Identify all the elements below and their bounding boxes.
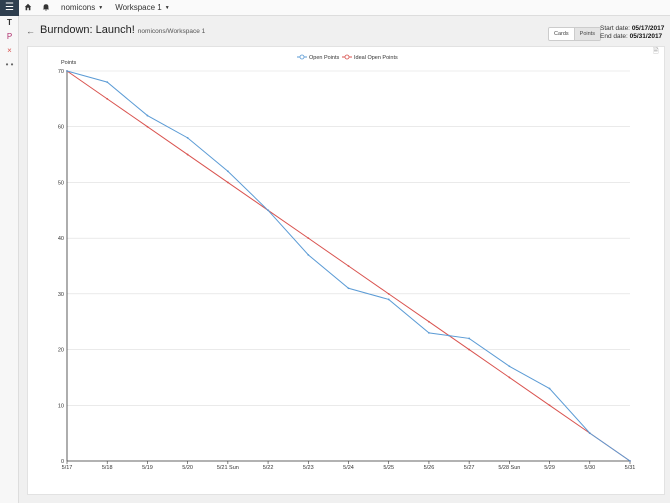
top-bar: nomicons ▼ Workspace 1 ▼: [19, 0, 670, 16]
page-title-text: Burndown: Launch!: [40, 24, 135, 36]
data-point: [629, 460, 631, 462]
y-tick-label: 30: [58, 292, 64, 298]
data-point: [448, 334, 450, 337]
x-tick-label: 5/21 Sun: [217, 465, 239, 471]
x-tick-label: 5/29: [544, 465, 555, 471]
y-axis-label: Points: [61, 60, 77, 66]
chart-grid: [67, 70, 630, 462]
data-point: [106, 97, 109, 100]
data-point: [186, 153, 189, 156]
legend-label-open-points: Open Points: [309, 55, 340, 61]
workspace-dropdown[interactable]: Workspace 1 ▼: [109, 3, 176, 12]
data-point: [186, 136, 189, 139]
data-point: [387, 292, 390, 295]
data-point: [508, 365, 511, 368]
x-tick-label: 5/24: [343, 465, 354, 471]
legend-label-ideal-open-points: Ideal Open Points: [354, 55, 398, 61]
data-point: [548, 404, 551, 407]
x-tick-label: 5/30: [584, 465, 595, 471]
start-date-label: Start date:: [600, 25, 630, 32]
data-point: [347, 287, 350, 290]
y-tick-label: 50: [58, 180, 64, 186]
chevron-down-icon: ▼: [164, 4, 170, 11]
data-point: [226, 170, 229, 173]
y-tick-label: 40: [58, 236, 64, 242]
legend-marker-open-points: [299, 54, 305, 60]
y-tick-label: 70: [58, 69, 64, 75]
data-point: [347, 265, 350, 267]
workspace-label: Workspace 1: [115, 3, 162, 12]
start-date-value: 05/17/2017: [631, 25, 665, 32]
left-rail: ☰ T P × • •: [0, 0, 19, 503]
org-dropdown[interactable]: nomicons ▼: [55, 3, 109, 12]
data-point: [428, 320, 430, 323]
data-point: [548, 387, 551, 390]
data-point: [106, 81, 109, 84]
y-tick-label: 10: [58, 403, 64, 409]
x-tick-label: 5/22: [263, 465, 274, 471]
data-point: [468, 337, 471, 340]
data-point: [226, 181, 229, 184]
units-toggle: Cards Points: [548, 27, 601, 41]
rail-item-more[interactable]: • •: [5, 60, 14, 69]
data-point: [387, 298, 390, 301]
x-tick-label: 5/27: [464, 465, 475, 471]
rail-item-close[interactable]: ×: [7, 46, 12, 55]
chart-panel: [27, 46, 665, 495]
data-point: [66, 70, 68, 72]
bell-icon[interactable]: [37, 3, 55, 13]
chart-axes: 0 10 20 30 40 50 60 70 5/17 5/18 5/19 5/20 5/21 Sun 5…: [58, 69, 635, 471]
y-tick-label: 60: [58, 125, 64, 131]
page-header: ← Burndown: Launch! nomicons/Workspace 1 …: [19, 16, 670, 46]
series-line-open-points: [66, 70, 631, 462]
chevron-down-icon: ▼: [98, 4, 104, 11]
y-tick-label: 20: [58, 348, 64, 354]
org-label: nomicons: [61, 3, 96, 12]
data-point: [508, 376, 511, 379]
home-icon[interactable]: [19, 3, 37, 13]
end-date-label: End date:: [600, 33, 628, 40]
data-point: [588, 432, 591, 435]
data-point: [307, 253, 310, 256]
x-tick-label: 5/23: [303, 465, 314, 471]
end-date-value: 05/31/2017: [629, 33, 663, 40]
x-tick-label: 5/19: [142, 465, 153, 471]
data-point: [468, 348, 471, 351]
points-toggle-button[interactable]: Points: [573, 28, 600, 40]
x-tick-label: 5/25: [383, 465, 394, 471]
document-icon[interactable]: 🗎: [653, 48, 659, 55]
x-tick-label: 5/26: [424, 465, 435, 471]
data-point: [267, 209, 269, 212]
back-arrow-icon[interactable]: ←: [26, 26, 35, 36]
rail-item-p[interactable]: P: [6, 32, 13, 41]
data-point: [307, 237, 310, 240]
legend-marker-ideal-open-points: [344, 54, 350, 60]
rail-item-t[interactable]: T: [7, 18, 12, 27]
data-point: [146, 114, 149, 117]
date-range: Start date: 05/17/2017 End date: 05/31/2…: [600, 25, 664, 41]
chart-legend: Open Points Ideal Open Points: [297, 54, 398, 61]
x-tick-label: 5/28 Sun: [498, 465, 520, 471]
page-title: Burndown: Launch! nomicons/Workspace 1: [40, 24, 205, 36]
data-point: [428, 331, 430, 334]
x-tick-label: 5/31: [625, 465, 636, 471]
data-point: [146, 125, 149, 128]
chart-series: [66, 70, 631, 462]
page-subtitle: nomicons/Workspace 1: [137, 28, 206, 35]
cards-toggle-button[interactable]: Cards: [549, 28, 574, 40]
x-tick-label: 5/17: [62, 465, 73, 471]
x-tick-label: 5/20: [182, 465, 193, 471]
hamburger-icon[interactable]: ☰: [0, 0, 19, 16]
x-tick-label: 5/18: [102, 465, 113, 471]
y-tick-label: 0: [61, 459, 64, 465]
